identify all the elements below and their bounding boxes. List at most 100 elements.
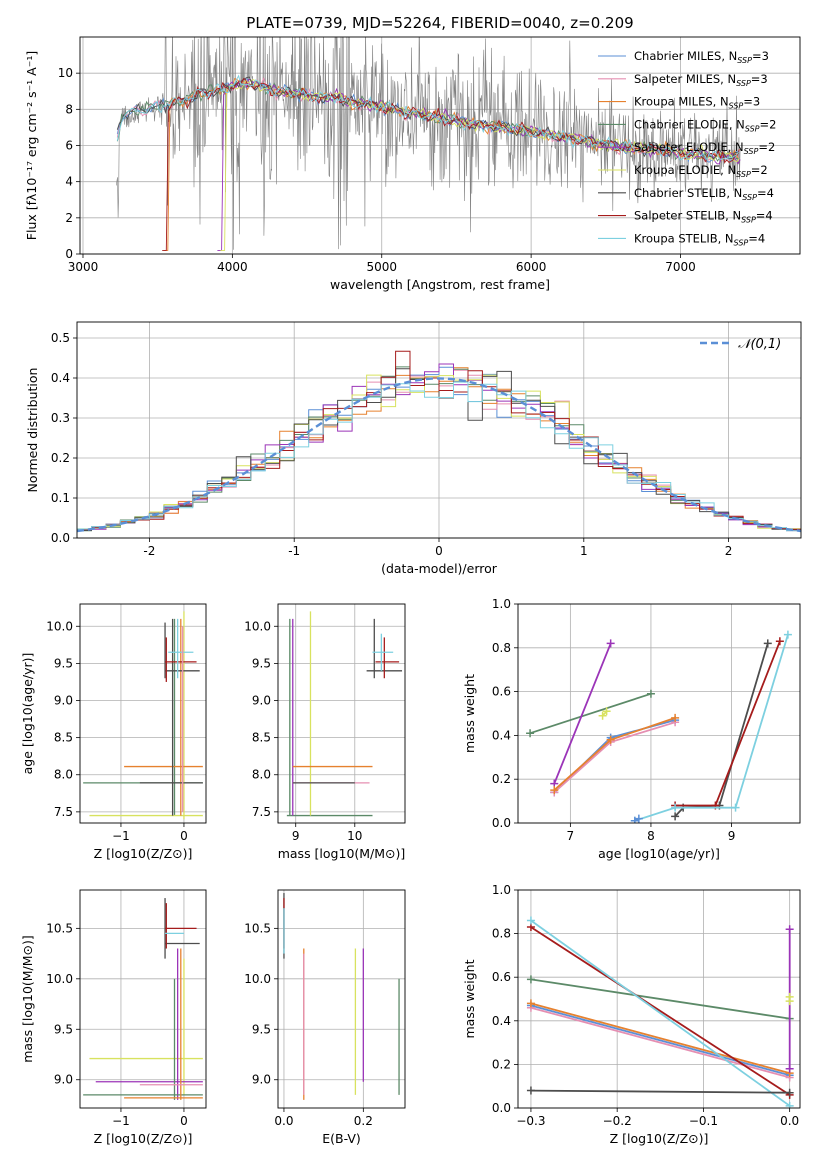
y-tick-label: 9.0: [252, 1073, 271, 1087]
x-axis-label: E(B-V): [322, 1131, 361, 1146]
model-curve-kroupa_stelib: [116, 74, 739, 162]
y-tick-label: 0.0: [492, 1101, 511, 1115]
series-point: [775, 637, 784, 646]
x-tick-label: −1: [112, 829, 130, 843]
weight-vs-age-panel: 7 8 9 0.0 0.2 0.4 0.6 0.8 1.0 age [log10(age/yr)]…: [462, 597, 801, 861]
series-point: [598, 711, 607, 720]
x-axis-label: (data-model)/error: [381, 561, 498, 576]
axes-frame: [517, 603, 801, 824]
axes-frame: [76, 321, 802, 539]
series-line: [530, 926, 791, 1096]
y-tick-label: 9.0: [54, 694, 73, 708]
y-tick-label: 10.5: [46, 921, 73, 935]
x-tick-label: 10: [347, 829, 362, 843]
normal-legend-label: 𝒩(0,1): [738, 337, 781, 352]
x-tick-label: 8: [647, 829, 655, 843]
y-tick-label: 8.5: [252, 731, 271, 745]
series-line: [553, 643, 612, 784]
series-point: [526, 999, 535, 1008]
grid: [278, 604, 405, 823]
legend-entry: Chabrier STELIB, NSSP=4: [634, 186, 774, 202]
series-point: [550, 786, 559, 795]
x-tick-label: 2: [725, 544, 733, 558]
x-tick-label: −1: [112, 1114, 130, 1128]
x-tick-label: 4000: [217, 260, 248, 274]
y-tick-label: 0.4: [492, 728, 511, 742]
y-tick-label: 4: [65, 175, 73, 189]
series-point: [731, 803, 740, 812]
series-point: [785, 1088, 794, 1097]
y-tick-label: 8: [65, 102, 73, 116]
plot-area: [526, 630, 792, 823]
series-point: [646, 689, 655, 698]
y-tick-label: 9.5: [252, 1022, 271, 1036]
x-tick-label: 7: [567, 829, 575, 843]
grid: [80, 890, 206, 1108]
series-point: [785, 925, 794, 934]
x-tick-label: 0.0: [274, 1114, 293, 1128]
y-tick-label: 0.4: [492, 1014, 511, 1028]
x-tick-label: -2: [143, 544, 155, 558]
series-point: [671, 812, 680, 821]
y-tick-label: 0.2: [492, 772, 511, 786]
series-point: [606, 735, 615, 744]
x-tick-label: 0.2: [354, 1114, 373, 1128]
series-point: [634, 814, 643, 823]
y-tick-label: 10.0: [46, 972, 73, 986]
mass-vs-ebv-panel: 0.0 0.2 9.0 9.5 10.0 10.5 E(B-V): [244, 889, 406, 1146]
y-tick-label: 8.0: [54, 768, 73, 782]
x-axis-label: Z [log10(Z/Z⊙)]: [94, 1131, 193, 1146]
series-point: [785, 992, 794, 1001]
legend-entry: Salpeter MILES, NSSP=3: [634, 72, 768, 88]
spectrum-legend: Chabrier MILES, NSSP=3 Salpeter MILES, NS…: [598, 49, 776, 247]
y-tick-label: 0.6: [492, 685, 511, 699]
y-tick-label: 9.5: [252, 656, 271, 670]
y-tick-label: 0.6: [492, 970, 511, 984]
series-line: [530, 919, 791, 1107]
figure-title: PLATE=0739, MJD=52264, FIBERID=0040, z=0…: [246, 14, 633, 32]
x-tick-label: 6000: [516, 260, 547, 274]
series-line: [553, 719, 676, 793]
legend-entry: Salpeter STELIB, NSSP=4: [634, 209, 773, 225]
x-axis-label: mass [log10(M/M⊙)]: [278, 846, 406, 861]
legend-entry: Kroupa ELODIE, NSSP=2: [634, 163, 768, 179]
x-axis-label: wavelength [Angstrom, rest frame]: [330, 277, 550, 292]
y-tick-label: 0: [65, 247, 73, 261]
y-tick-label: 10: [58, 66, 73, 80]
plot-area: [286, 611, 403, 817]
y-tick-label: 0.4: [51, 371, 70, 385]
series-point: [526, 916, 535, 925]
series-line: [529, 692, 652, 735]
y-tick-label: 0.0: [51, 531, 70, 545]
y-tick-label: 0.5: [51, 331, 70, 345]
series-point: [671, 803, 680, 812]
plot-area: [283, 893, 400, 1100]
series-point: [630, 816, 639, 823]
plot-area: [116, 37, 741, 251]
x-tick-label: 0: [180, 829, 188, 843]
series-line: [530, 1004, 790, 1077]
series-point: [783, 630, 792, 639]
series-line: [530, 978, 790, 1020]
legend-entry: Chabrier MILES, NSSP=3: [634, 49, 769, 65]
series-point: [526, 729, 535, 738]
plot-area: [83, 611, 203, 820]
series-point: [526, 975, 535, 984]
x-tick-label: 9: [292, 829, 300, 843]
residual-histogram-panel: -2 -1 0 1 2 0.0 0.1 0.2 0.3 0.4 0.5 (data-model)/er…: [25, 321, 802, 576]
y-axis-label: mass weight: [462, 959, 477, 1038]
y-tick-label: 9.0: [54, 1073, 73, 1087]
axes-frame: [517, 889, 801, 1109]
x-tick-label: 0.0: [780, 1114, 799, 1128]
y-tick-label: 7.5: [54, 805, 73, 819]
axes-frame: [79, 889, 207, 1109]
y-axis-label: mass [log10(M/M⊙)]: [20, 935, 35, 1063]
series-point: [785, 1064, 794, 1073]
x-tick-label: -1: [288, 544, 300, 558]
model-curve-salpeter_stelib: [162, 77, 740, 251]
axes-frame: [277, 603, 406, 824]
y-tick-label: 6: [65, 139, 73, 153]
series-line: [530, 1089, 790, 1094]
x-tick-label: 0: [435, 544, 443, 558]
x-axis-label: age [log10(age/yr)]: [598, 846, 720, 861]
